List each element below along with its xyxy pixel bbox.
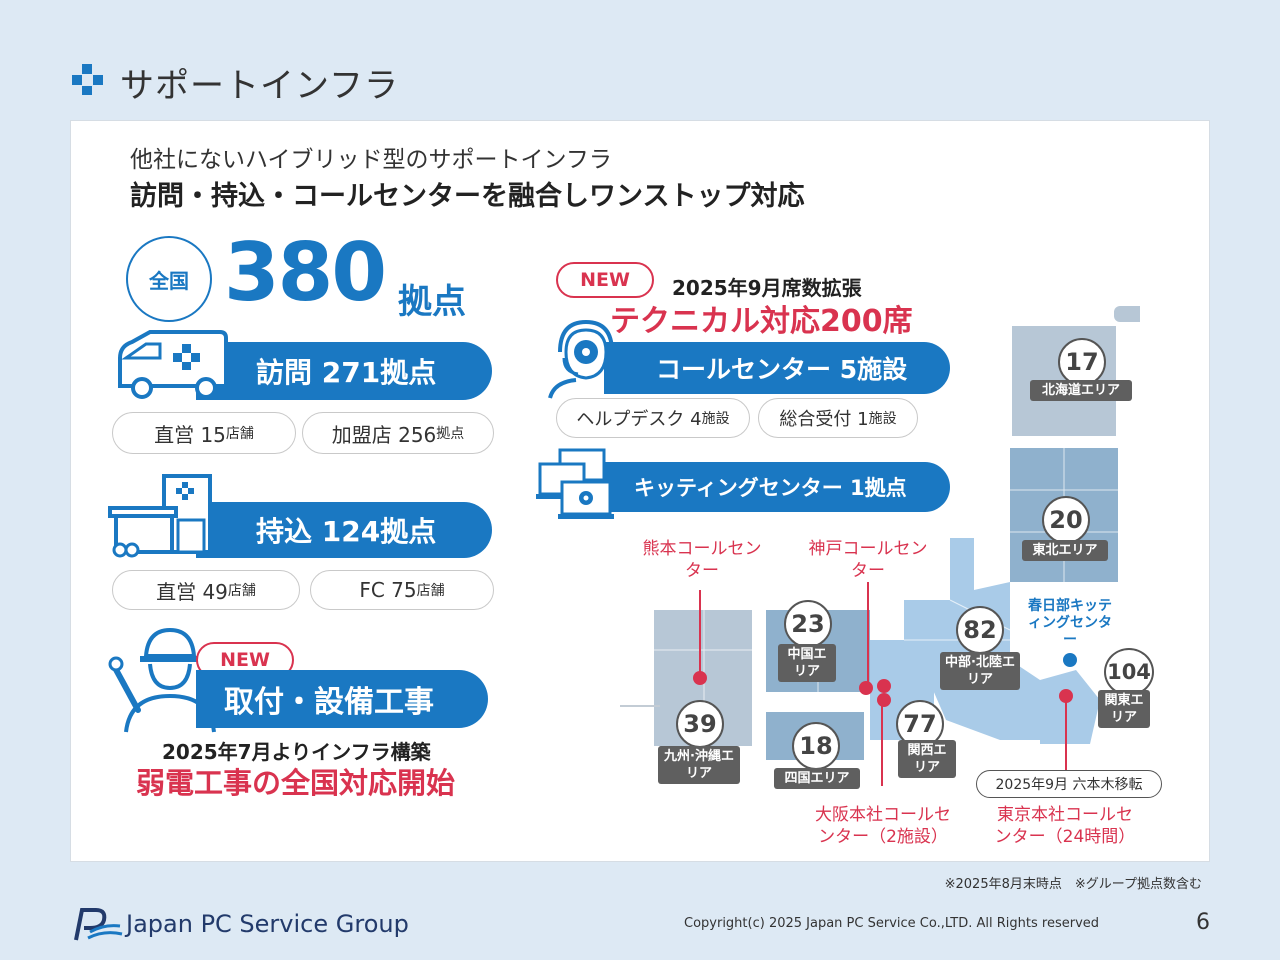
- map-kanto: [1040, 670, 1100, 744]
- tohoku-label: 東北エリア: [1022, 540, 1108, 561]
- install-label: 取付・設備工事: [224, 685, 434, 720]
- kitting-bar: キッティングセンター 1拠点: [604, 462, 950, 512]
- store-icon: [108, 474, 212, 558]
- total-number: 380: [224, 226, 387, 319]
- call-tech-text: テクニカル対応200席: [610, 304, 913, 339]
- osaka-dot-1: [877, 679, 891, 693]
- page-title: サポートインフラ: [120, 66, 399, 106]
- copyright-text: Copyright(c) 2025 Japan PC Service Co.,L…: [684, 916, 1100, 931]
- shikoku-count: 18: [792, 722, 840, 770]
- kanto-label: 関東エリア: [1098, 690, 1150, 728]
- intro-line-2: 訪問・持込・コールセンターを融合しワンストップ対応: [130, 181, 805, 212]
- hokkaido-count: 17: [1058, 338, 1106, 386]
- chubu-label: 中部·北陸エリア: [940, 652, 1020, 690]
- kumamoto-dot: [693, 671, 707, 685]
- plus-logo-icon: [72, 64, 103, 95]
- nationwide-badge: 全国: [126, 236, 212, 322]
- carry-bar: 持込 124拠点: [196, 502, 492, 558]
- headset-operator-icon: [548, 319, 614, 399]
- chugoku-count: 23: [784, 600, 832, 648]
- call-bar: コールセンター 5施設: [604, 342, 950, 394]
- chugoku-label: 中国エリア: [778, 644, 836, 682]
- call-label: コールセンター 5施設: [656, 355, 908, 384]
- visit-label: 訪問 271拠点: [256, 356, 437, 389]
- call-expand-text: 2025年9月席数拡張: [672, 276, 862, 300]
- carry-label: 持込 124拠点: [256, 515, 437, 548]
- brand-name: Japan PC Service Group: [126, 910, 409, 938]
- total-unit: 拠点: [398, 282, 466, 322]
- visit-direct-pill: 直営 15 店舗: [112, 412, 296, 454]
- kumamoto-label: 熊本コールセンター: [642, 539, 762, 581]
- kanto-count: 104: [1104, 648, 1154, 696]
- reception-pill: 総合受付 1 施設: [758, 398, 918, 438]
- chubu-count: 82: [956, 606, 1004, 654]
- kansai-label: 関西エリア: [898, 740, 956, 778]
- intro-line-1: 他社にないハイブリッド型のサポートインフラ: [130, 147, 612, 173]
- helpdesk-pill: ヘルプデスク 4 施設: [556, 398, 750, 438]
- kyushu-label: 九州·沖縄エリア: [658, 746, 740, 784]
- page-number: 6: [1196, 910, 1210, 935]
- install-bar: 取付・設備工事: [196, 670, 488, 728]
- ambulance-icon: [118, 330, 228, 399]
- install-line-2: 弱電工事の全国対応開始: [136, 766, 456, 800]
- shikoku-label: 四国エリア: [774, 768, 860, 789]
- kasukabe-dot: [1063, 653, 1077, 667]
- visit-bar: 訪問 271拠点: [196, 342, 492, 400]
- visit-member-pill: 加盟店 256 拠点: [302, 412, 494, 454]
- carry-fc-pill: FC 75 店舗: [310, 570, 494, 610]
- company-logo-icon: [74, 908, 123, 941]
- install-line-1: 2025年7月よりインフラ構築: [162, 740, 431, 764]
- call-new-badge: NEW: [556, 262, 654, 298]
- laptops-gear-icon: [536, 448, 614, 519]
- roppongi-move-pill: 2025年9月 六本木移転: [976, 770, 1162, 798]
- kobe-label: 神戸コールセンター: [808, 539, 928, 581]
- footnote: ※2025年8月末時点 ※グループ拠点数含む: [944, 877, 1202, 892]
- kobe-dot: [859, 681, 873, 695]
- tokyo-label: 東京本社コールセンター（24時間）: [994, 805, 1136, 847]
- tohoku-count: 20: [1042, 496, 1090, 544]
- hokkaido-label: 北海道エリア: [1030, 380, 1132, 401]
- kitting-label: キッティングセンター 1拠点: [634, 476, 907, 500]
- tokyo-dot: [1059, 689, 1073, 703]
- kyushu-count: 39: [676, 700, 724, 748]
- osaka-label: 大阪本社コールセンター（2施設）: [815, 805, 951, 847]
- kasukabe-label: 春日部キッティングセンター: [1028, 598, 1112, 648]
- carry-direct-pill: 直営 49 店舗: [112, 570, 300, 610]
- osaka-dot-2: [877, 693, 891, 707]
